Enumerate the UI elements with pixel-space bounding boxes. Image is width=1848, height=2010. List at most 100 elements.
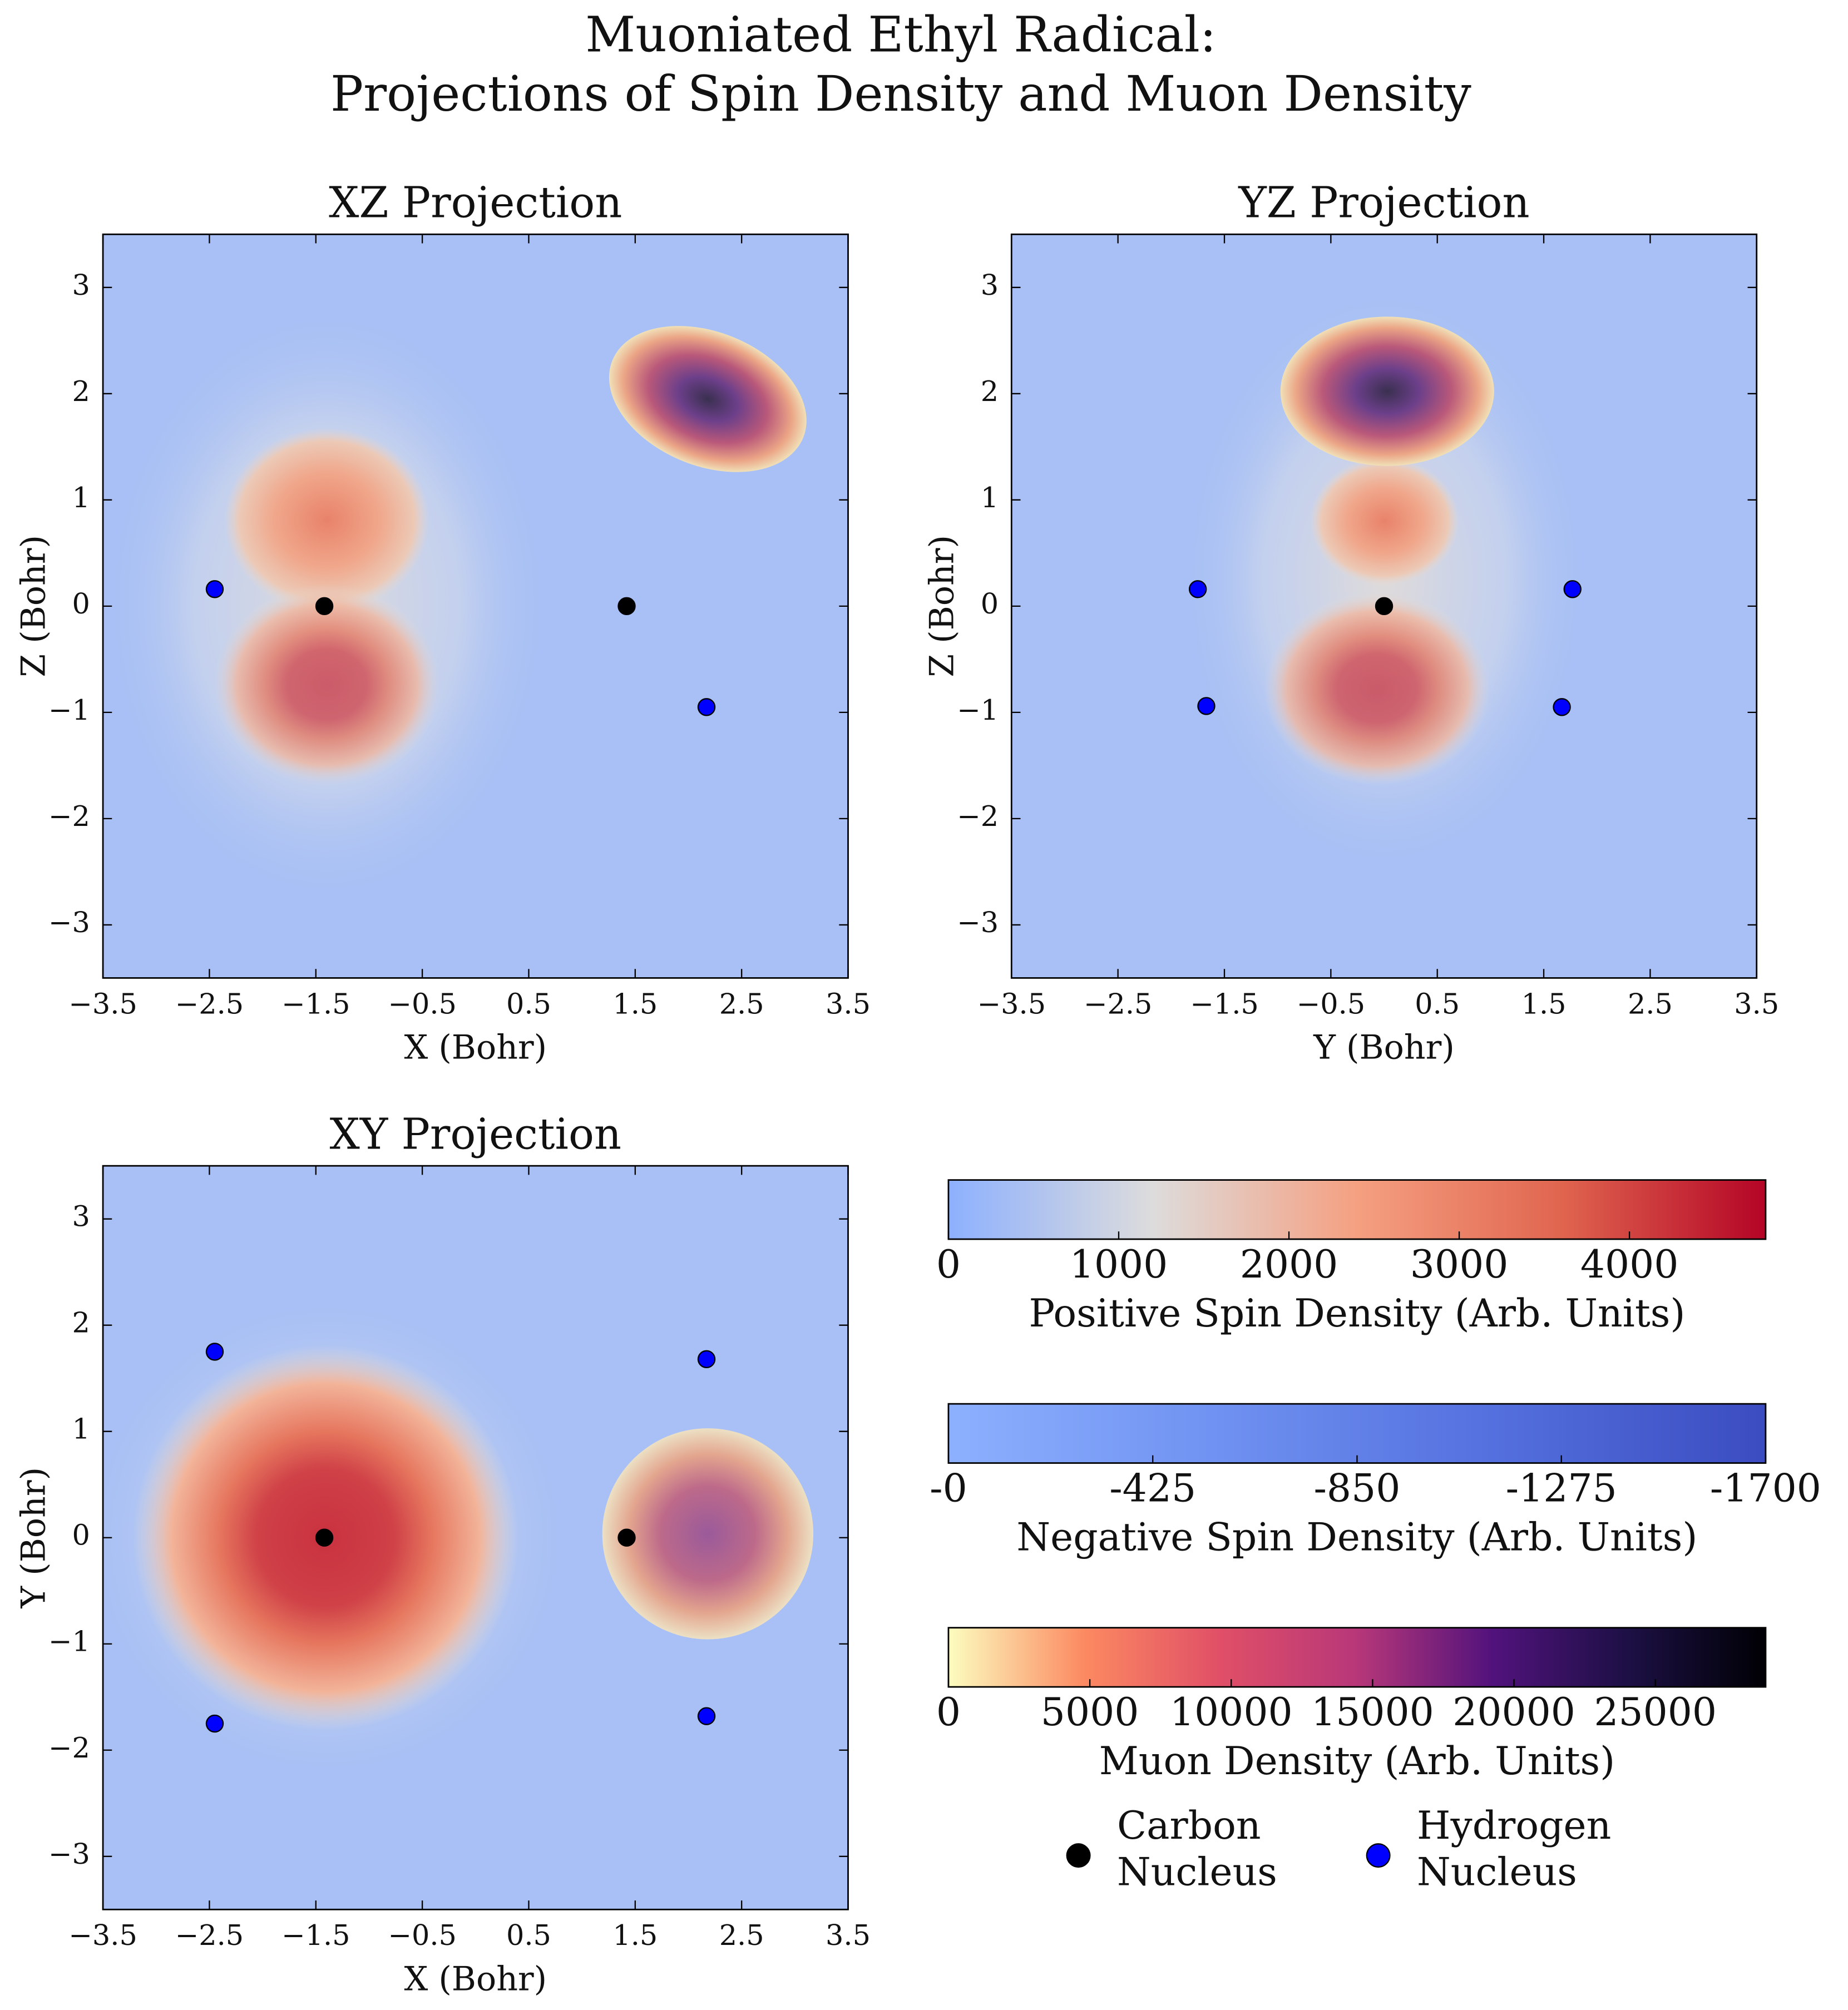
y-tick-label: 3 (981, 269, 999, 302)
colorbar-tick-label: -0 (930, 1466, 967, 1511)
nucleus-marker (205, 580, 224, 598)
y-axis-label: Z (Bohr) (923, 535, 962, 677)
y-axis-label: Z (Bohr) (14, 535, 53, 677)
colorbar-tick-label: 10000 (1170, 1690, 1293, 1735)
y-tick-label: 1 (72, 482, 90, 514)
colorbar-tick-label: 25000 (1594, 1690, 1717, 1735)
nucleus-marker (1563, 580, 1582, 598)
nucleus-marker (697, 698, 716, 716)
y-tick-label: 0 (981, 588, 999, 621)
figure-title: Projections of Spin Density and Muon Den… (330, 65, 1471, 122)
x-tick-label: 1.5 (612, 1919, 658, 1952)
colorbar-tick-label: 15000 (1311, 1690, 1434, 1735)
x-tick-label: −1.5 (281, 1919, 350, 1952)
y-tick-label: −3 (48, 907, 90, 939)
y-tick-label: 3 (72, 1201, 90, 1234)
y-tick-label: 2 (72, 1307, 90, 1340)
colorbar (947, 1179, 1767, 1240)
colorbar (947, 1403, 1767, 1464)
x-tick-label: −3.5 (68, 988, 137, 1021)
colorbar-label: Muon Density (Arb. Units) (1099, 1739, 1615, 1784)
nucleus-marker (697, 1350, 716, 1369)
x-tick-label: −2.5 (1084, 988, 1153, 1021)
colorbar (947, 1627, 1767, 1688)
colorbar-tick-label: 1000 (1070, 1242, 1168, 1287)
x-tick-label: 0.5 (506, 988, 551, 1021)
x-tick-label: 3.5 (1734, 988, 1779, 1021)
x-tick-label: 1.5 (612, 988, 658, 1021)
nucleus-marker (315, 597, 334, 616)
legend-label: Carbon Nucleus (1117, 1804, 1277, 1895)
nucleus-marker (205, 1714, 224, 1733)
colorbar-tick-label: 4000 (1580, 1242, 1679, 1287)
panel-title: XY Projection (330, 1110, 622, 1159)
y-tick-label: −3 (957, 907, 999, 939)
nucleus-marker (617, 1528, 636, 1547)
x-tick-label: −2.5 (175, 988, 244, 1021)
x-axis-label: X (Bohr) (404, 1028, 547, 1067)
plot-frame (102, 233, 849, 979)
x-tick-label: 2.5 (1628, 988, 1673, 1021)
nucleus-marker (697, 1707, 716, 1725)
y-tick-label: 1 (72, 1413, 90, 1446)
x-tick-label: −3.5 (68, 1919, 137, 1952)
nucleus-marker (1553, 698, 1571, 716)
colorbar-tick-label: 5000 (1041, 1690, 1139, 1735)
colorbar-tick-label: 2000 (1240, 1242, 1338, 1287)
nucleus-marker (1197, 697, 1215, 715)
colorbar-tick-label: 20000 (1452, 1690, 1575, 1735)
colorbar-tick-label: 3000 (1410, 1242, 1509, 1287)
legend-entry: Carbon Nucleus (1117, 1804, 1277, 1895)
x-axis-label: X (Bohr) (404, 1959, 547, 1998)
y-tick-label: −3 (48, 1838, 90, 1871)
y-tick-label: −1 (48, 1626, 90, 1659)
x-tick-label: −0.5 (1297, 988, 1366, 1021)
colorbar-tick-label: -425 (1109, 1466, 1196, 1511)
legend-label: Hydrogen Nucleus (1417, 1804, 1612, 1895)
x-tick-label: −1.5 (1190, 988, 1259, 1021)
colorbar-tick-label: -850 (1313, 1466, 1400, 1511)
x-tick-label: −2.5 (175, 1919, 244, 1952)
y-tick-label: −2 (48, 800, 90, 833)
x-axis-label: Y (Bohr) (1313, 1028, 1455, 1067)
y-tick-label: 3 (72, 269, 90, 302)
nucleus-marker (205, 1343, 224, 1361)
x-tick-label: 0.5 (1415, 988, 1460, 1021)
nucleus-marker (315, 1528, 334, 1547)
x-tick-label: 2.5 (719, 988, 764, 1021)
colorbar-tick-label: -1275 (1506, 1466, 1617, 1511)
y-tick-label: −1 (48, 694, 90, 727)
y-axis-label: Y (Bohr) (14, 1467, 53, 1609)
figure-title: Muoniated Ethyl Radical: (585, 6, 1216, 63)
y-tick-label: −1 (957, 694, 999, 727)
nucleus-marker (1375, 597, 1394, 616)
legend-entry: Hydrogen Nucleus (1417, 1804, 1612, 1895)
y-tick-label: 0 (72, 588, 90, 621)
x-tick-label: 3.5 (826, 1919, 871, 1952)
y-tick-label: 2 (72, 375, 90, 408)
y-tick-label: 0 (72, 1519, 90, 1552)
x-tick-label: 2.5 (719, 1919, 764, 1952)
density-map (103, 234, 848, 978)
nucleus-marker (617, 597, 636, 616)
legend-marker (1066, 1843, 1091, 1868)
y-tick-label: −2 (48, 1732, 90, 1765)
plot-frame (1010, 233, 1758, 979)
x-tick-label: −1.5 (281, 988, 350, 1021)
colorbar-tick-label: 0 (936, 1690, 961, 1735)
x-tick-label: 1.5 (1521, 988, 1567, 1021)
y-tick-label: 1 (981, 482, 999, 514)
y-tick-label: 2 (981, 375, 999, 408)
x-tick-label: −3.5 (977, 988, 1046, 1021)
y-tick-label: −2 (957, 800, 999, 833)
colorbar-tick-label: 0 (936, 1242, 961, 1287)
x-tick-label: −0.5 (388, 988, 457, 1021)
panel-title: YZ Projection (1238, 178, 1529, 227)
colorbar-label: Negative Spin Density (Arb. Units) (1016, 1515, 1697, 1560)
x-tick-label: −0.5 (388, 1919, 457, 1952)
legend-marker (1366, 1843, 1391, 1868)
x-tick-label: 3.5 (826, 988, 871, 1021)
colorbar-tick-label: -1700 (1710, 1466, 1821, 1511)
